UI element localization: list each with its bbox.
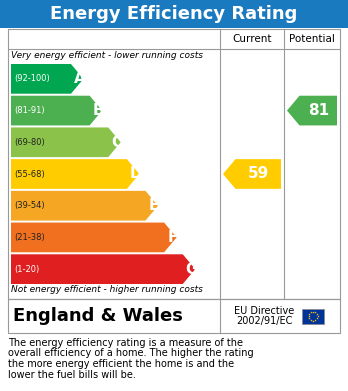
Text: C: C xyxy=(111,135,122,150)
Text: B: B xyxy=(93,103,104,118)
Text: (1-20): (1-20) xyxy=(14,265,39,274)
Text: E: E xyxy=(149,198,159,213)
Polygon shape xyxy=(11,254,195,284)
Text: the more energy efficient the home is and the: the more energy efficient the home is an… xyxy=(8,359,234,369)
Bar xyxy=(8,299,340,333)
Polygon shape xyxy=(11,127,121,157)
Bar xyxy=(8,29,340,299)
Text: Potential: Potential xyxy=(289,34,335,44)
Polygon shape xyxy=(11,64,84,94)
Text: Energy Efficiency Rating: Energy Efficiency Rating xyxy=(50,5,298,23)
Text: 2002/91/EC: 2002/91/EC xyxy=(236,316,292,326)
Text: 59: 59 xyxy=(248,167,269,181)
Text: A: A xyxy=(74,71,86,86)
Text: 81: 81 xyxy=(308,103,329,118)
Polygon shape xyxy=(11,96,102,126)
Bar xyxy=(0,0,348,28)
Polygon shape xyxy=(11,191,158,221)
Polygon shape xyxy=(11,159,139,189)
Text: G: G xyxy=(185,262,198,277)
Text: F: F xyxy=(168,230,178,245)
Text: Not energy efficient - higher running costs: Not energy efficient - higher running co… xyxy=(11,285,203,294)
Text: (69-80): (69-80) xyxy=(14,138,45,147)
Text: (39-54): (39-54) xyxy=(14,201,45,210)
Text: The energy efficiency rating is a measure of the: The energy efficiency rating is a measur… xyxy=(8,338,243,348)
Polygon shape xyxy=(11,222,176,252)
Text: (92-100): (92-100) xyxy=(14,74,50,83)
Text: Very energy efficient - lower running costs: Very energy efficient - lower running co… xyxy=(11,51,203,60)
Text: (81-91): (81-91) xyxy=(14,106,45,115)
Text: (55-68): (55-68) xyxy=(14,170,45,179)
Text: D: D xyxy=(129,167,142,181)
Polygon shape xyxy=(223,159,281,189)
Text: overall efficiency of a home. The higher the rating: overall efficiency of a home. The higher… xyxy=(8,348,254,359)
Polygon shape xyxy=(287,96,337,126)
Text: EU Directive: EU Directive xyxy=(234,306,294,316)
Text: (21-38): (21-38) xyxy=(14,233,45,242)
Text: Current: Current xyxy=(232,34,272,44)
Text: England & Wales: England & Wales xyxy=(13,307,183,325)
Bar xyxy=(302,308,324,323)
Text: lower the fuel bills will be.: lower the fuel bills will be. xyxy=(8,369,136,380)
